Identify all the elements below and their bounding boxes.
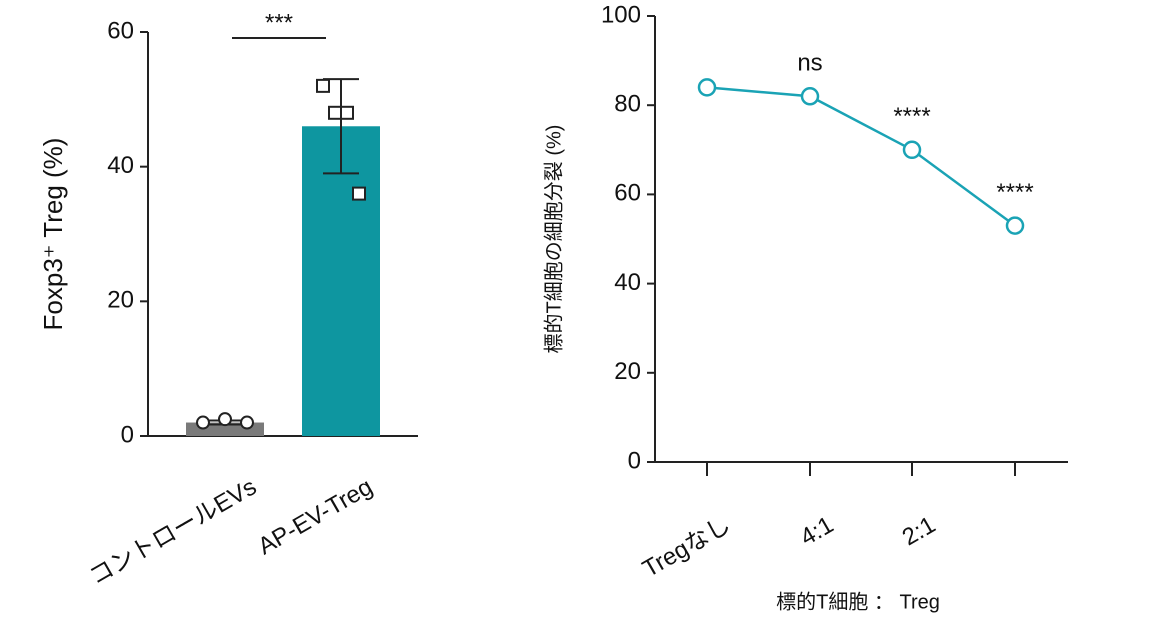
y-axis-label: 標的T細胞の細胞分裂 (%) <box>542 125 565 354</box>
data-point <box>340 105 354 120</box>
y-tick-label: 80 <box>614 91 641 118</box>
x-axis-label: 標的T細胞 ： Treg <box>776 590 940 613</box>
significance-label: **** <box>893 103 930 130</box>
data-point <box>328 105 342 120</box>
data-point <box>240 415 254 430</box>
bar <box>302 126 380 437</box>
data-point <box>697 78 717 97</box>
x-tick-label: 2:1 <box>898 511 940 551</box>
data-point <box>1005 216 1025 235</box>
data-point <box>800 87 820 106</box>
y-tick-label: 40 <box>107 152 134 179</box>
y-tick-label: 20 <box>614 358 641 385</box>
data-point <box>902 140 922 160</box>
y-tick-label: 40 <box>614 269 641 296</box>
y-tick-label: 100 <box>601 1 641 28</box>
x-tick-label: 4:1 <box>796 511 838 551</box>
significance-label: *** <box>265 9 293 36</box>
y-tick-label: 0 <box>121 421 134 448</box>
significance-label: ns <box>797 50 822 77</box>
significance-label: **** <box>996 179 1033 206</box>
y-tick-label: 0 <box>628 447 641 474</box>
y-axis-label: Foxp3⁺ Treg (%) <box>38 138 68 331</box>
y-tick-label: 20 <box>107 287 134 314</box>
y-tick-label: 60 <box>614 180 641 207</box>
data-point <box>352 186 366 201</box>
x-tick-label: Tregなし <box>638 511 735 583</box>
data-point <box>218 412 232 427</box>
data-point <box>316 78 330 93</box>
y-tick-label: 60 <box>107 17 134 44</box>
data-point <box>196 415 210 430</box>
x-tick-label: コントロールEVs <box>85 473 261 590</box>
x-tick-label: AP-EV-Treg <box>254 473 378 560</box>
line <box>706 86 1016 227</box>
